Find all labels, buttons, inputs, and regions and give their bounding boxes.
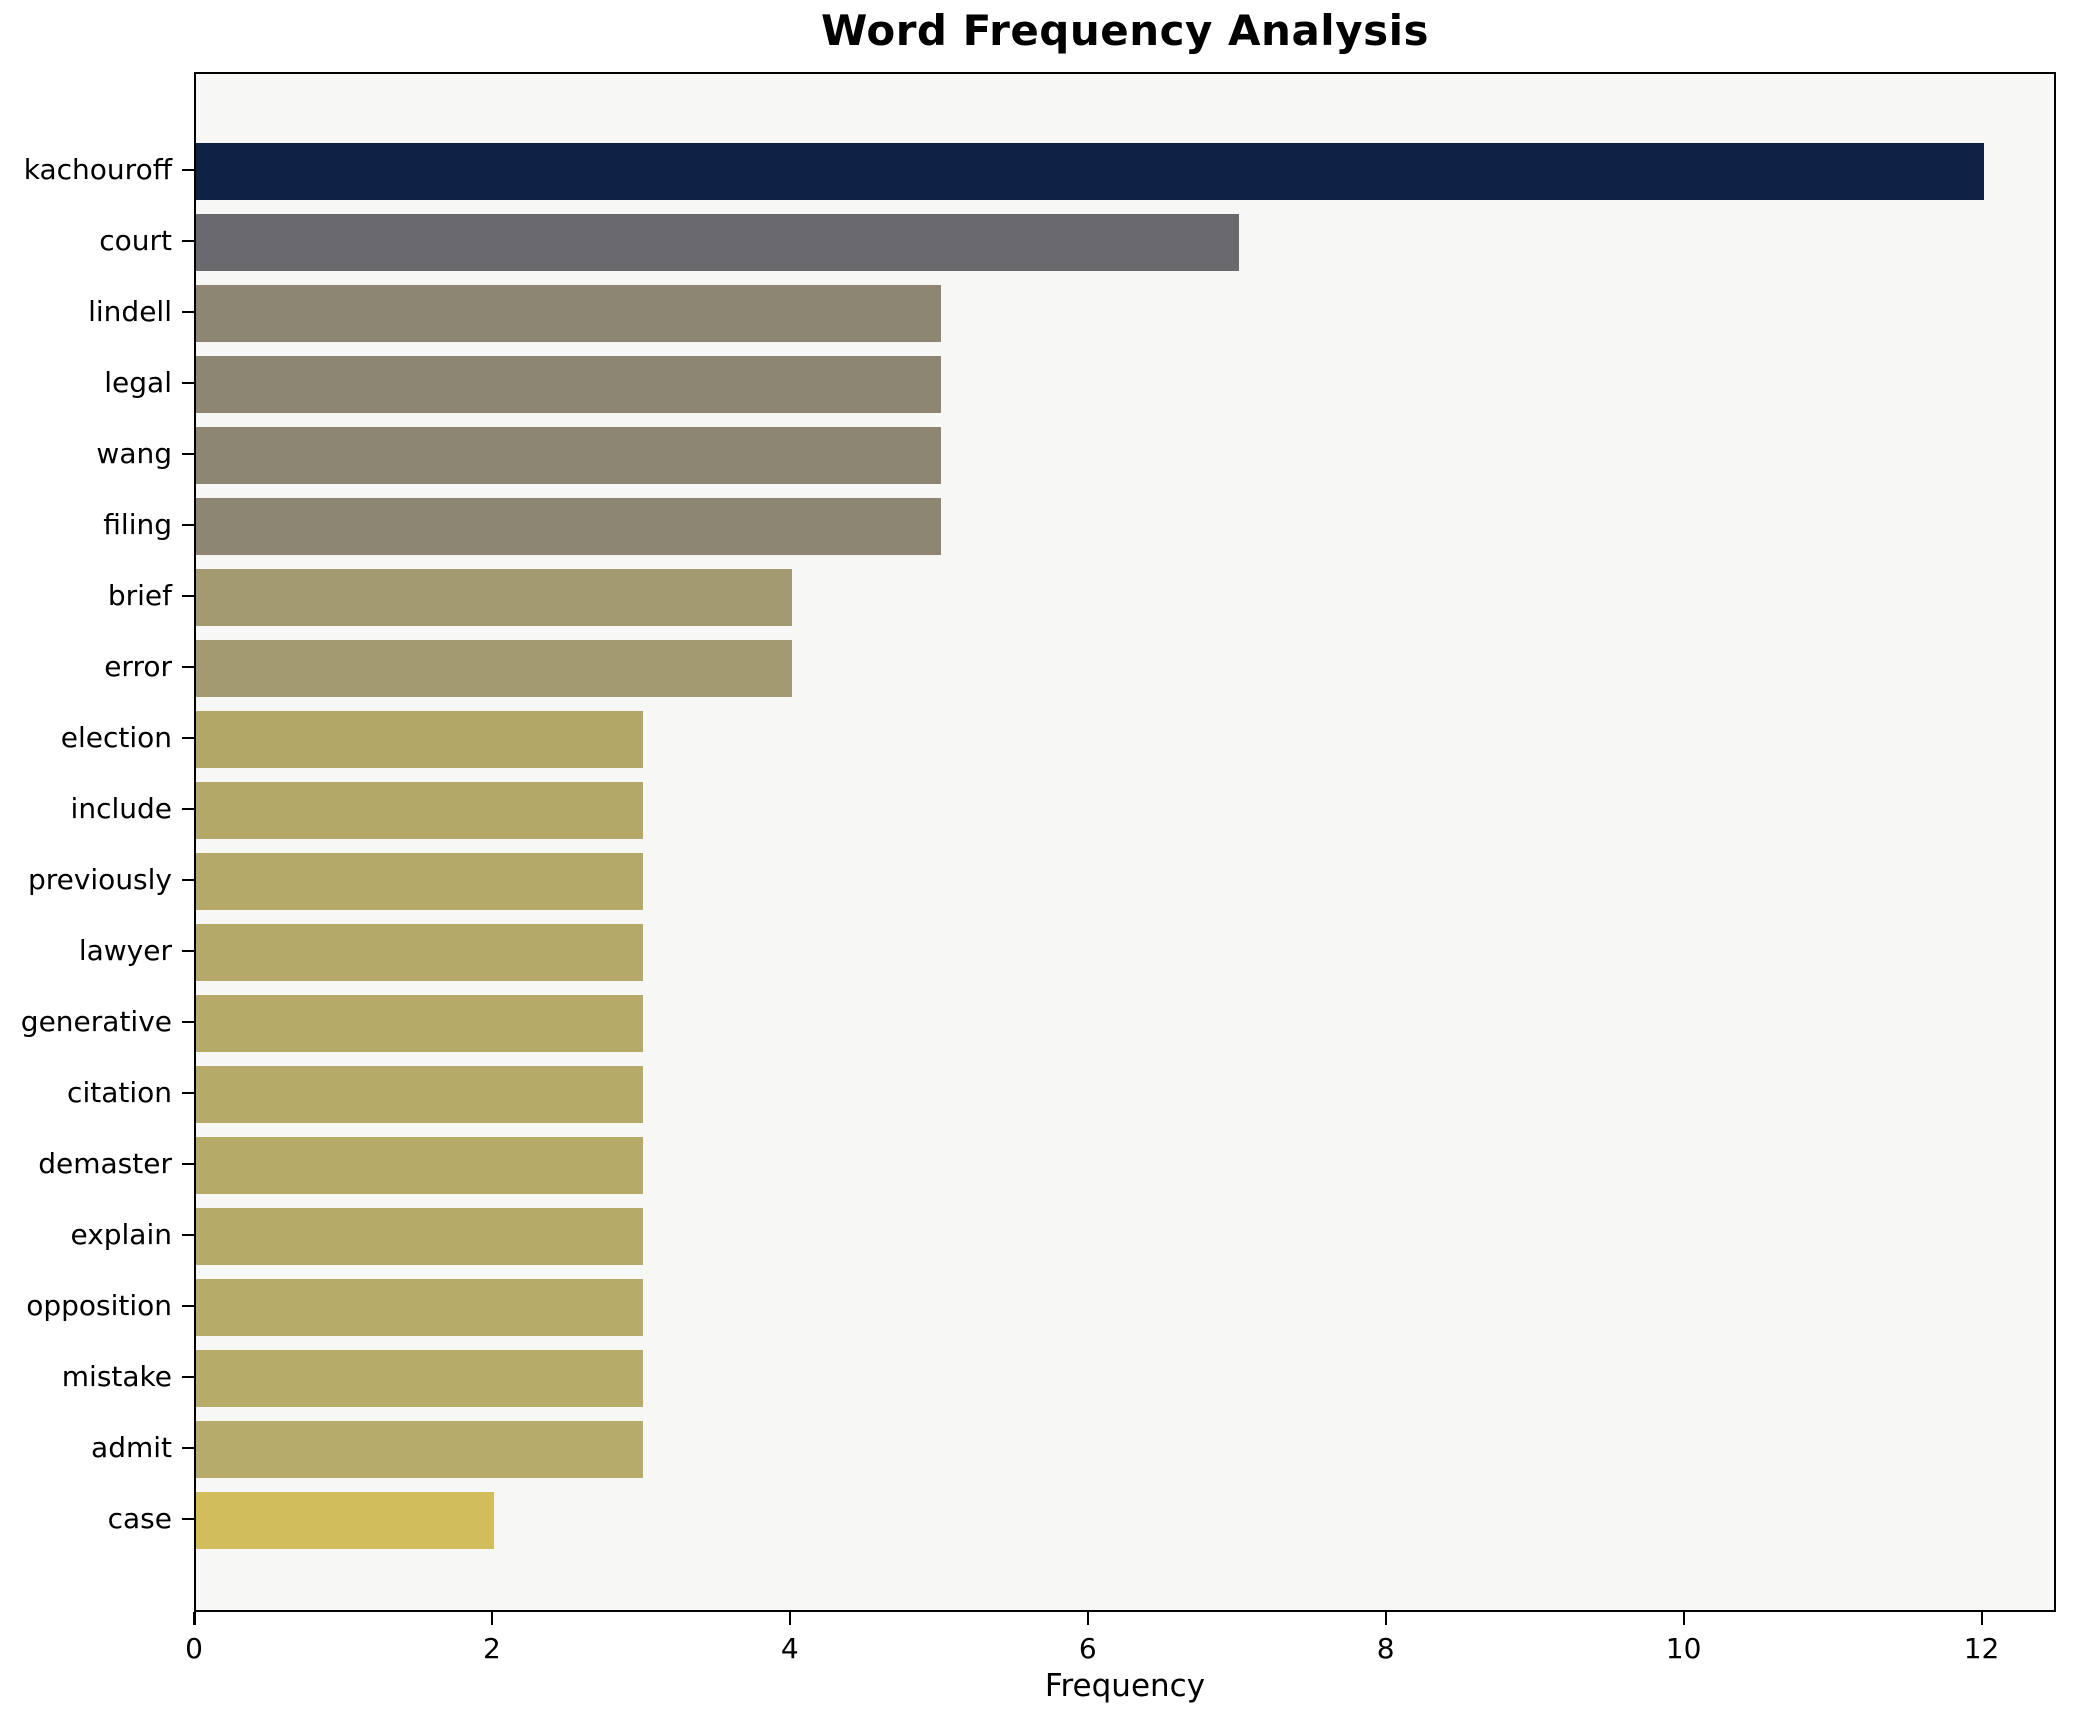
bar-court	[196, 214, 1239, 271]
bar-election	[196, 711, 643, 768]
ytick-label-filing: filing	[103, 508, 172, 541]
ytick-mark	[182, 1375, 194, 1378]
ytick-label-mistake: mistake	[61, 1360, 172, 1393]
bar-demaster	[196, 1137, 643, 1194]
bar-lawyer	[196, 924, 643, 981]
ytick-mark	[182, 736, 194, 739]
bar-opposition	[196, 1279, 643, 1336]
bar-explain	[196, 1208, 643, 1265]
ytick-mark	[182, 1162, 194, 1165]
ytick-label-wang: wang	[96, 437, 172, 470]
bar-generative	[196, 995, 643, 1052]
bar-previously	[196, 853, 643, 910]
ytick-mark	[182, 807, 194, 810]
ytick-label-opposition: opposition	[26, 1289, 172, 1322]
xtick-mark	[193, 1612, 196, 1625]
ytick-mark	[182, 381, 194, 384]
xtick-label-2: 2	[482, 1632, 501, 1665]
ytick-label-include: include	[70, 792, 172, 825]
ytick-mark	[182, 1020, 194, 1023]
ytick-mark	[182, 168, 194, 171]
ytick-label-explain: explain	[70, 1218, 172, 1251]
bar-case	[196, 1492, 494, 1549]
xtick-label-8: 8	[1376, 1632, 1395, 1665]
xtick-label-12: 12	[1963, 1632, 2000, 1665]
ytick-mark	[182, 594, 194, 597]
xtick-mark	[1980, 1612, 1984, 1625]
ytick-mark	[182, 239, 194, 242]
ytick-label-demaster: demaster	[38, 1147, 172, 1180]
ytick-label-lindell: lindell	[88, 295, 172, 328]
ytick-mark	[182, 1091, 194, 1094]
bar-wang	[196, 427, 941, 484]
ytick-label-legal: legal	[104, 366, 172, 399]
xtick-label-0: 0	[185, 1632, 203, 1665]
ytick-label-previously: previously	[27, 863, 172, 896]
xtick-label-6: 6	[1078, 1632, 1097, 1665]
ytick-mark	[182, 665, 194, 668]
xtick-mark	[1086, 1612, 1090, 1625]
ytick-mark	[182, 452, 194, 455]
bar-error	[196, 640, 792, 697]
bar-legal	[196, 356, 941, 413]
ytick-label-error: error	[104, 650, 172, 683]
xtick-label-4: 4	[780, 1632, 799, 1665]
bar-citation	[196, 1066, 643, 1123]
xtick-mark	[1384, 1612, 1388, 1625]
plot-area	[194, 72, 2056, 1612]
bar-admit	[196, 1421, 643, 1478]
ytick-label-brief: brief	[107, 579, 172, 612]
ytick-mark	[182, 523, 194, 526]
ytick-label-case: case	[107, 1502, 172, 1535]
ytick-label-kachouroff: kachouroff	[23, 153, 172, 186]
ytick-mark	[182, 1446, 194, 1449]
ytick-label-court: court	[99, 224, 172, 257]
xtick-label-10: 10	[1665, 1632, 1702, 1665]
ytick-label-election: election	[60, 721, 172, 754]
chart-title: Word Frequency Analysis	[821, 6, 1429, 55]
bar-lindell	[196, 285, 941, 342]
bar-include	[196, 782, 643, 839]
ytick-mark	[182, 1233, 194, 1236]
ytick-mark	[182, 878, 194, 881]
bar-mistake	[196, 1350, 643, 1407]
ytick-label-admit: admit	[91, 1431, 172, 1464]
ytick-label-generative: generative	[20, 1005, 172, 1038]
xtick-mark	[490, 1612, 494, 1625]
x-axis-title: Frequency	[1044, 1668, 1206, 1704]
ytick-mark	[182, 1517, 194, 1520]
ytick-mark	[182, 310, 194, 313]
ytick-mark	[182, 949, 194, 952]
xtick-mark	[788, 1612, 792, 1625]
ytick-label-citation: citation	[67, 1076, 172, 1109]
bar-kachouroff	[196, 143, 1984, 200]
ytick-label-lawyer: lawyer	[78, 934, 172, 967]
ytick-mark	[182, 1304, 194, 1307]
xtick-mark	[1682, 1612, 1686, 1625]
bar-brief	[196, 569, 792, 626]
bar-filing	[196, 498, 941, 555]
